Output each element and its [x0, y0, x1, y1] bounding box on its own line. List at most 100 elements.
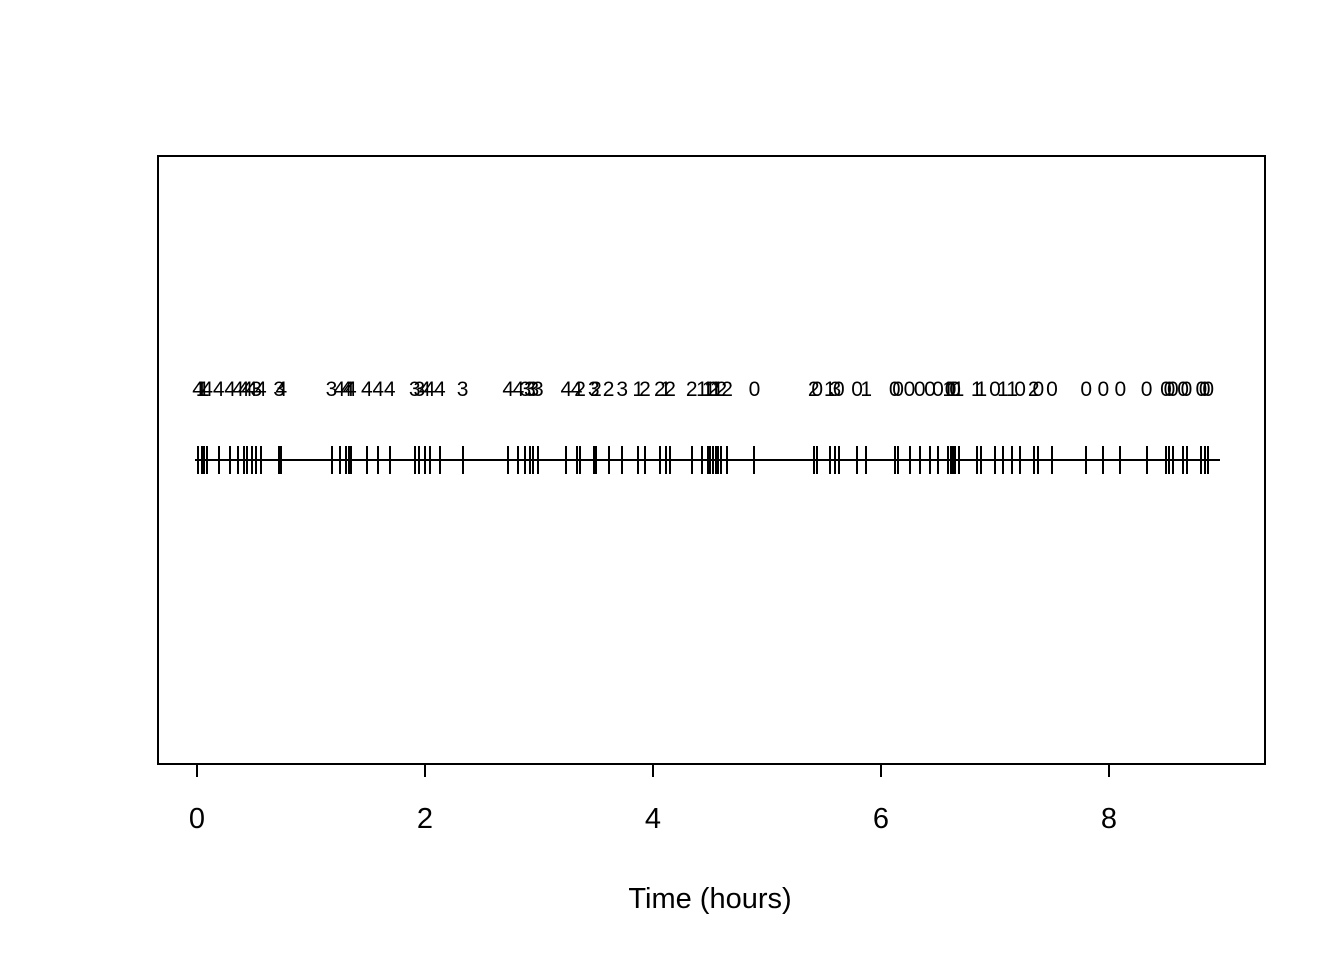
event-mark-label: 0 [1166, 378, 1179, 401]
event-mark-label: 3 [250, 378, 263, 401]
event-mark-label: 1 [1006, 378, 1018, 401]
event-tick [937, 446, 939, 474]
event-mark-label: 2 [685, 378, 698, 401]
event-mark-label: 3 [527, 378, 540, 401]
event-tick [690, 446, 693, 474]
event-tick [377, 446, 380, 474]
event-mark-label: 1 [632, 378, 645, 401]
event-tick [388, 446, 391, 474]
event-mark-label: 0 [924, 378, 936, 401]
event-mark-label: 0 [888, 378, 901, 401]
event-tick [1102, 446, 1105, 474]
event-mark-label: 1 [997, 378, 1009, 401]
event-mark-label: 0 [1046, 378, 1058, 401]
event-mark-label: 4 [512, 378, 525, 401]
event-mark-label: 0 [944, 378, 957, 401]
event-mark-label: 1 [701, 378, 714, 401]
event-mark-label: 0 [949, 378, 961, 401]
event-mark-label: 3 [413, 378, 426, 401]
event-mark-label: 4 [570, 378, 583, 401]
event-tick [865, 446, 868, 474]
event-mark-label: 1 [952, 378, 965, 401]
event-tick [278, 446, 281, 474]
event-mark-label: 0 [932, 378, 944, 401]
event-mark-label: 0 [851, 378, 863, 401]
event-tick [709, 446, 711, 474]
event-tick [1182, 446, 1185, 474]
event-tick [753, 446, 756, 474]
event-mark-label: 0 [903, 378, 916, 401]
event-tick [706, 446, 709, 474]
event-mark-label: 4 [192, 378, 204, 401]
x-axis-tick [196, 763, 198, 777]
event-tick [664, 446, 667, 474]
event-tick [1037, 446, 1040, 474]
event-tick [1019, 446, 1022, 474]
event-tick [1051, 446, 1053, 474]
event-mark-label: 4 [433, 378, 446, 401]
event-mark-label: 2 [653, 378, 666, 401]
event-tick [720, 446, 723, 474]
event-tick [524, 446, 527, 474]
event-tick [338, 446, 341, 474]
event-tick [1032, 446, 1035, 474]
x-axis-tick-label: 8 [1100, 803, 1118, 835]
event-tick [837, 446, 840, 474]
event-mark-label: 3 [829, 378, 842, 401]
event-mark-label: 0 [811, 378, 823, 401]
event-tick [621, 446, 624, 474]
event-tick [280, 446, 283, 474]
x-axis-tick-label: 2 [416, 803, 434, 835]
event-tick [229, 446, 232, 474]
event-mark-label: 0 [1177, 378, 1189, 401]
event-mark-label: 2 [721, 378, 733, 401]
event-mark-label: 4 [201, 378, 214, 401]
event-mark-label: 1 [860, 378, 873, 401]
event-tick [507, 446, 510, 474]
event-tick [701, 446, 704, 474]
event-tick [816, 446, 819, 474]
event-tick [637, 446, 640, 474]
event-mark-label: 1 [975, 378, 988, 401]
event-mark-label: 1 [197, 378, 210, 401]
event-mark-label: 2 [574, 378, 586, 401]
event-tick [347, 446, 350, 474]
event-tick [658, 446, 661, 474]
event-mark-label: 4 [275, 378, 288, 401]
event-tick [413, 446, 416, 474]
event-mark-label: 4 [383, 378, 396, 401]
event-mark-label: 1 [195, 378, 208, 401]
event-tick [994, 446, 996, 474]
event-mark-label: 0 [1160, 378, 1172, 401]
x-axis-tick [1108, 763, 1110, 777]
event-tick [255, 446, 258, 474]
event-tick [250, 446, 253, 474]
event-mark-label: 2 [664, 378, 676, 401]
event-tick [595, 446, 597, 474]
event-tick [1165, 446, 1167, 474]
event-tick [929, 446, 932, 474]
event-tick [607, 446, 610, 474]
event-mark-label: 3 [524, 378, 536, 401]
event-tick [197, 446, 200, 474]
event-tick [1200, 446, 1203, 474]
event-tick [259, 446, 262, 474]
event-tick [714, 446, 717, 474]
event-mark-label: 0 [1163, 378, 1176, 401]
event-mark-label: 0 [892, 378, 904, 401]
event-tick [951, 446, 954, 474]
event-mark-label: 4 [245, 378, 258, 401]
event-tick [1203, 446, 1206, 474]
event-tick [1168, 446, 1171, 474]
event-mark-label: 4 [333, 378, 346, 401]
event-mark-label: 1 [970, 378, 983, 401]
event-tick [908, 446, 911, 474]
event-mark-label: 4 [212, 378, 225, 401]
event-tick [949, 446, 952, 474]
event-mark-label: 4 [419, 378, 431, 401]
event-mark-label: 1 [823, 378, 836, 401]
x-axis-tick [880, 763, 882, 777]
event-tick [726, 446, 729, 474]
event-tick [536, 446, 539, 474]
